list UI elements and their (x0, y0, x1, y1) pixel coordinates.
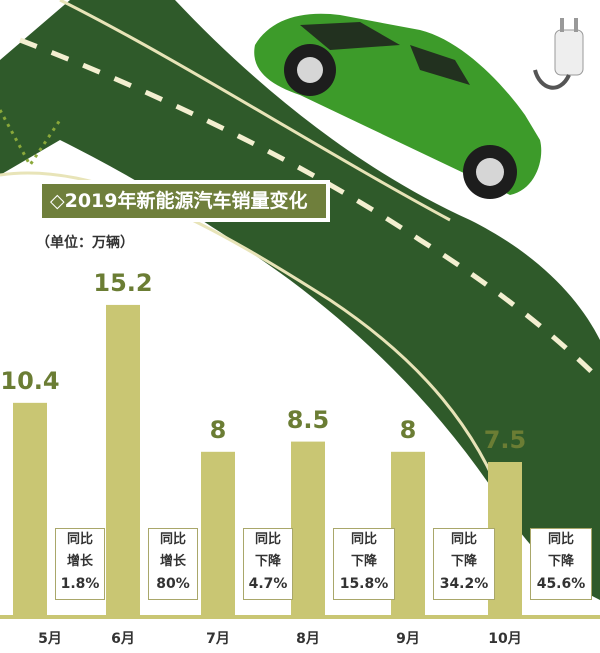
bar-7月 (201, 451, 235, 615)
charging-plug-icon (533, 18, 584, 90)
bars-group (13, 304, 522, 615)
x-tick-label: 9月 (396, 631, 420, 647)
yoy-note-text: 下降 (547, 554, 574, 569)
x-tick-label: 7月 (206, 631, 230, 647)
x-tick-label: 5月 (38, 631, 62, 647)
bar-9月 (391, 451, 425, 615)
yoy-note-text: 同比 (350, 532, 377, 547)
yoy-note-text: 同比 (547, 532, 574, 547)
yoy-note: 同比增长 1.8% (55, 528, 105, 600)
yoy-note-value: 4.7% (248, 576, 288, 592)
yoy-note-text: 增长 (159, 554, 186, 569)
yoy-note-text: 同比 (254, 532, 281, 547)
chart-title-box: ◇2019年新能源汽车销量变化 (38, 180, 330, 222)
yoy-note-value: 80% (156, 576, 190, 592)
bar-6月 (106, 304, 140, 615)
green-car-icon (254, 13, 542, 199)
yoy-note-value: 15.8% (339, 576, 389, 592)
yoy-note: 同比下降 34.2% (433, 528, 495, 600)
yoy-note-text: 同比 (66, 532, 93, 547)
x-tick-label: 10月 (488, 631, 522, 647)
yoy-note-value: 45.6% (536, 576, 586, 592)
yoy-note-text: 增长 (66, 554, 93, 569)
bar-value-label: 8.5 (286, 405, 330, 434)
yoy-note-text: 下降 (350, 554, 377, 569)
yoy-note: 同比下降 4.7% (243, 528, 293, 600)
yoy-note-text: 同比 (450, 532, 477, 547)
bar-value-label: 7.5 (483, 426, 527, 454)
yoy-note-value: 1.8% (60, 576, 100, 592)
bar-value-label: 8 (399, 415, 417, 444)
bar-value-label: 8 (209, 415, 227, 444)
yoy-note-text: 下降 (254, 554, 281, 569)
yoy-note: 同比下降 15.8% (333, 528, 395, 600)
bar-value-label: 10.4 (0, 366, 60, 395)
yoy-note-text: 同比 (159, 532, 186, 547)
bar-5月 (13, 402, 47, 615)
chart-title: ◇2019年新能源汽车销量变化 (42, 184, 326, 218)
unit-label: （单位：万辆） (36, 235, 134, 251)
x-tick-label: 8月 (296, 631, 320, 647)
yoy-note-text: 下降 (450, 554, 477, 569)
yoy-note: 同比下降 45.6% (530, 528, 592, 600)
bar-8月 (291, 441, 325, 615)
bar-value-label: 15.2 (93, 268, 153, 297)
yoy-note-value: 34.2% (439, 576, 489, 592)
yoy-note: 同比增长 80% (148, 528, 198, 600)
x-tick-label: 6月 (111, 631, 135, 647)
